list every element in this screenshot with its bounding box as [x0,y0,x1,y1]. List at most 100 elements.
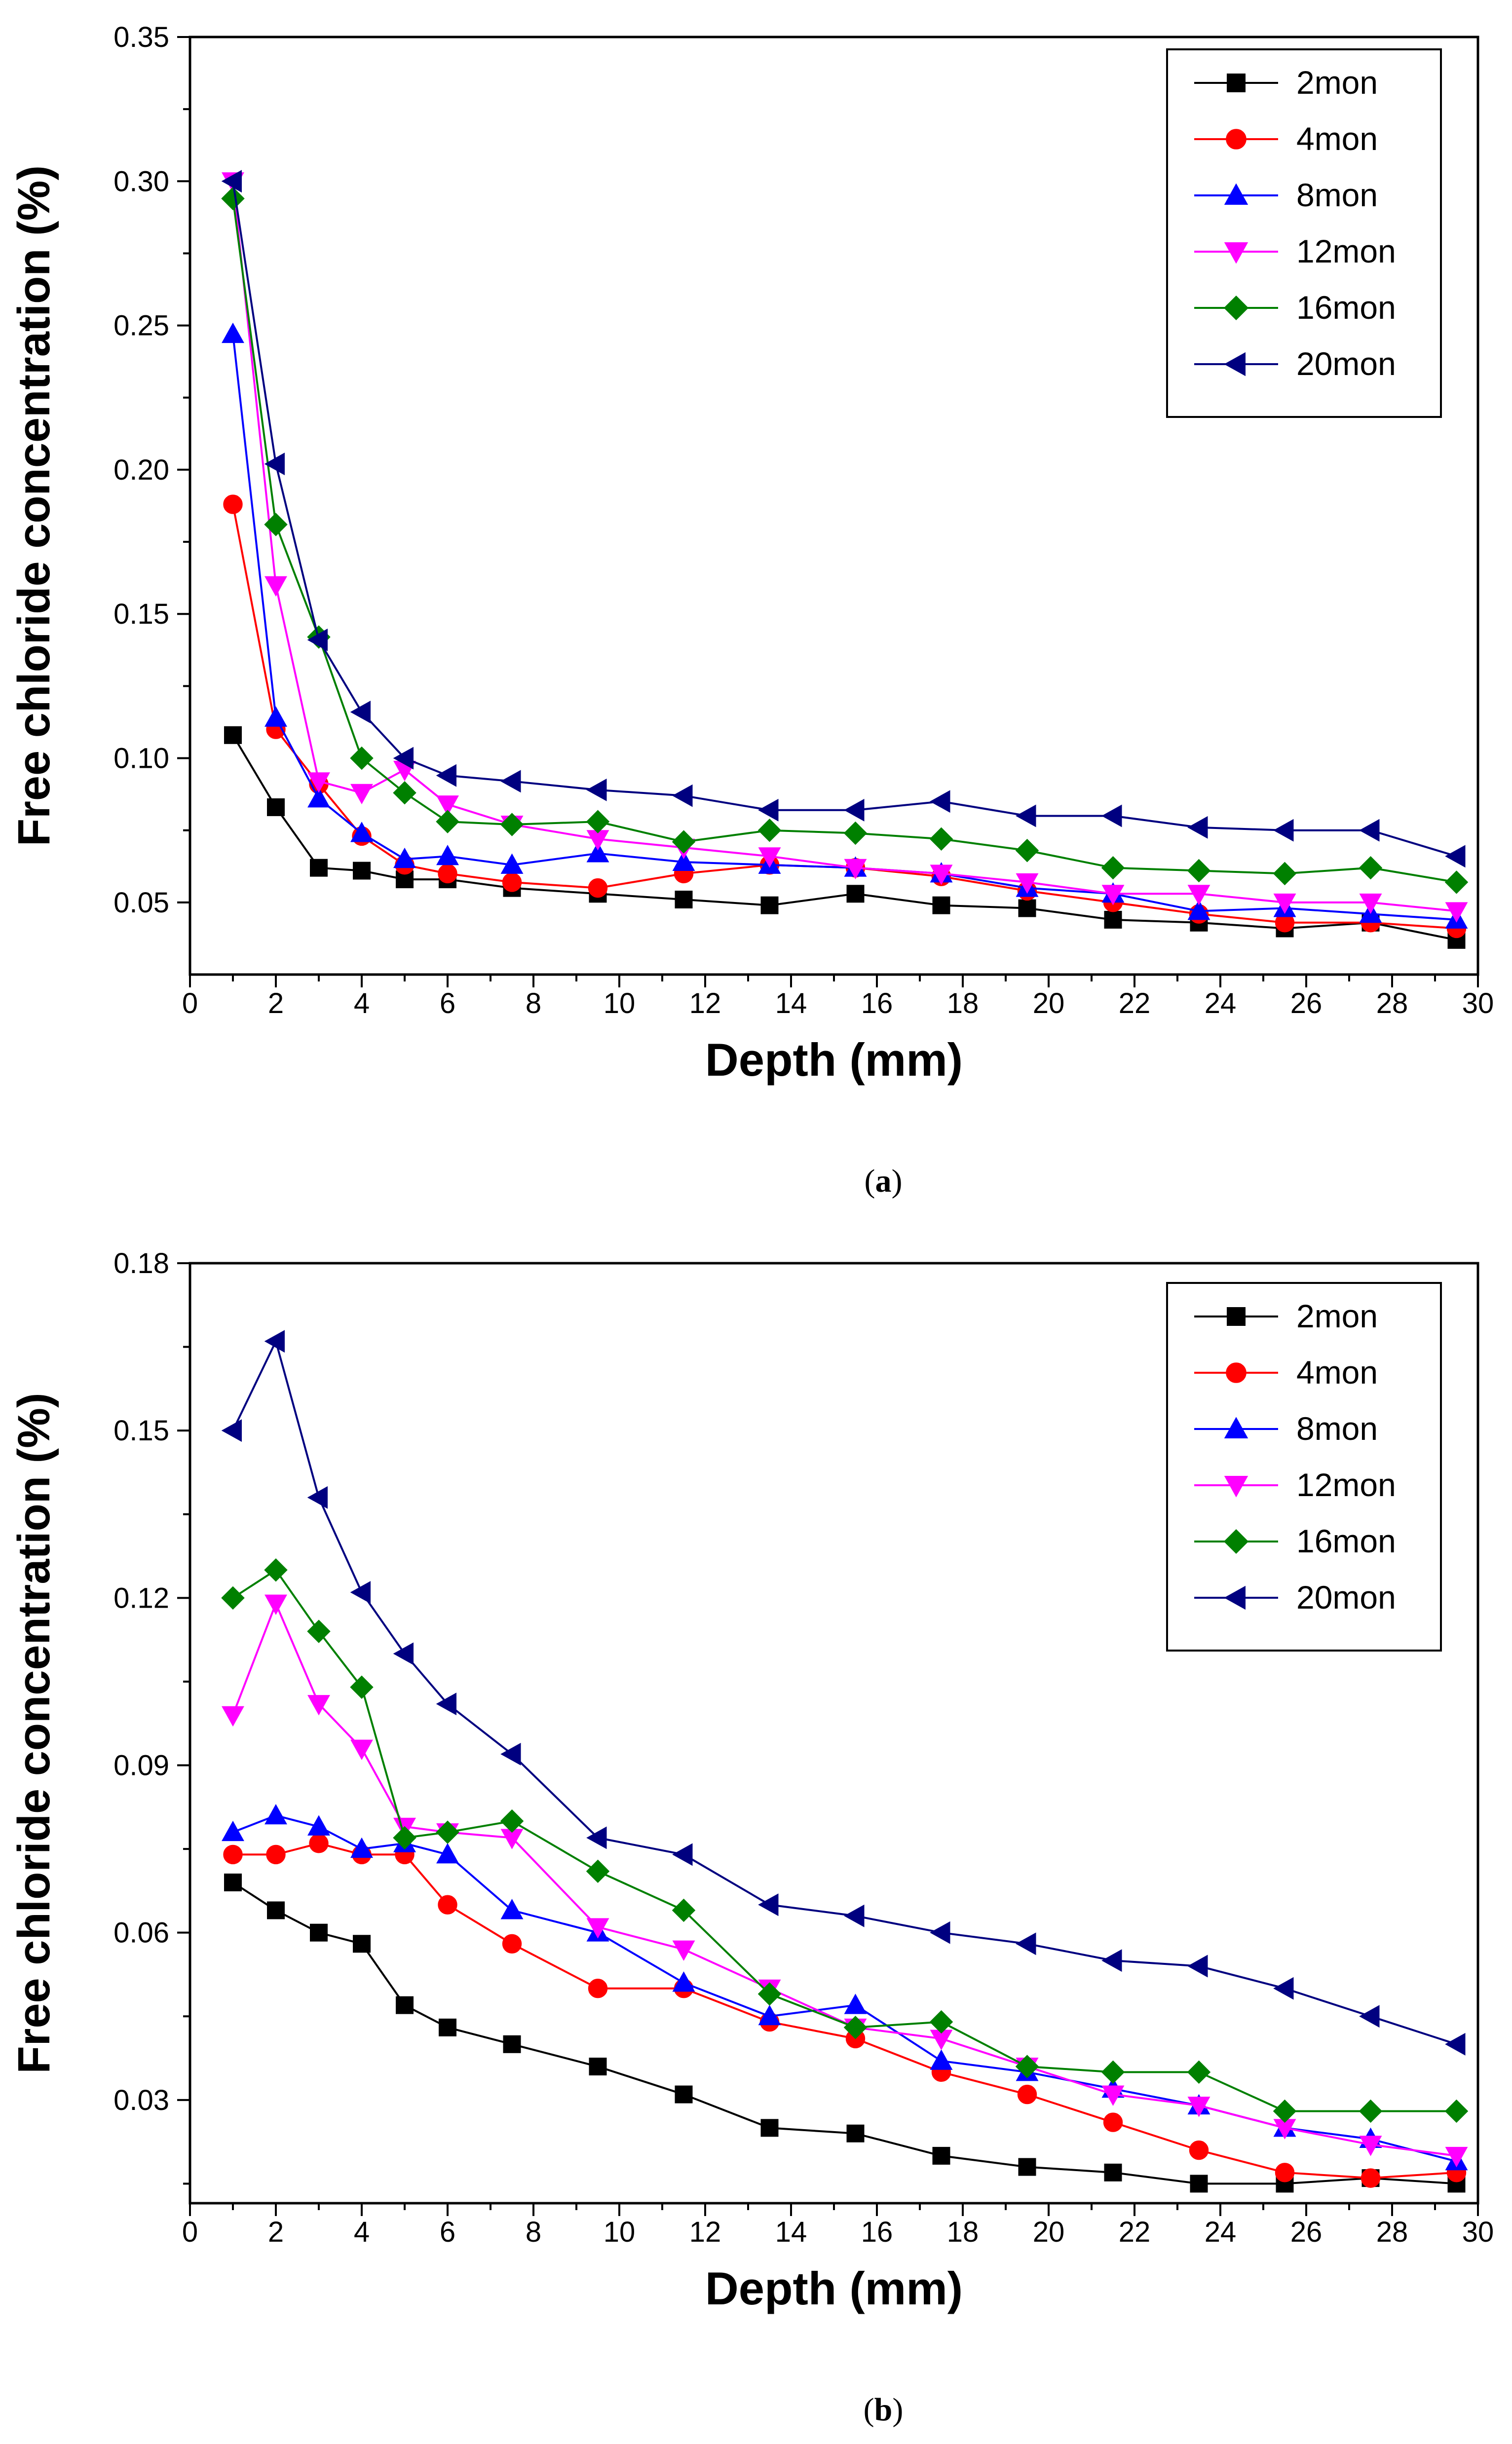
series-line [232,1601,1457,2157]
data-point [846,885,865,903]
data-point [500,770,521,793]
legend-box [1166,1282,1442,1652]
data-point [1187,1955,1208,1978]
data-point [1359,856,1383,880]
data-point [760,896,779,914]
x-tick-label: 12 [689,987,721,1019]
data-point [1187,2097,1210,2117]
legend-marker [1224,1417,1248,1438]
data-point [843,821,868,845]
data-point [586,1859,610,1883]
data-point [1273,2099,1297,2123]
data-point [1104,910,1122,929]
data-point [350,701,371,723]
x-tick-label: 16 [861,2216,893,2248]
y-axis-title: Free chloride concentration (%) [9,1392,59,2073]
data-point [350,1675,374,1699]
data-point [1359,2005,1380,2028]
data-point [846,2124,865,2143]
data-point [502,872,522,892]
legend-marker [1227,74,1246,92]
legend: 2mon 4mon 8mon 12mon 16mon 20mon [1166,48,1442,418]
data-point [930,2049,953,2070]
data-point [672,784,693,807]
data-point [588,1979,608,1998]
data-point [436,795,459,816]
data-point [675,891,693,908]
data-point [844,1904,865,1927]
chart-panel-b: 0 2 4 6 8 10 12 14 16 18 20 22 24 26 28 300.030.060.090… [9,1247,1494,2428]
panel-caption: (a) [865,1163,903,1199]
data-point [353,1935,371,1953]
data-point [672,830,696,854]
data-point [1015,838,1039,863]
y-tick-label: 0.15 [113,1415,169,1447]
data-point [589,2058,607,2076]
data-point [1101,804,1122,827]
data-point [1190,2175,1208,2193]
data-point [672,850,695,871]
legend-label: 16mon [1296,1523,1396,1559]
data-point [1361,2168,1381,2188]
data-point [1017,2084,1037,2105]
x-tick-label: 30 [1462,2216,1494,2248]
data-point [1445,2032,1466,2056]
x-tick-label: 4 [354,2216,370,2248]
legend-marker [1227,1307,1246,1326]
data-point [222,322,244,343]
x-tick-label: 4 [354,987,370,1019]
data-point [438,1895,457,1915]
legend-label: 4mon [1296,120,1378,157]
x-tick-label: 0 [182,987,198,1019]
data-point [500,1809,524,1833]
data-point [672,1971,695,1992]
legend-marker [1224,352,1246,376]
data-point [1189,2140,1209,2160]
data-point [265,706,287,727]
data-point [1445,902,1468,923]
data-point [672,1940,695,1961]
data-point [350,784,373,805]
x-tick-label: 16 [861,987,893,1019]
data-point [307,1486,328,1509]
data-point [307,1619,331,1643]
data-point [844,798,865,822]
x-tick-label: 10 [604,2216,636,2248]
data-point [1101,2085,1125,2106]
x-tick-label: 8 [526,987,541,1019]
data-point [264,1558,288,1582]
data-point [1187,859,1211,883]
data-point [843,2016,868,2039]
data-point [1187,900,1210,920]
data-point [307,1695,330,1716]
data-point [1359,819,1380,842]
series-line [232,504,1457,930]
data-point [586,778,607,801]
data-point [310,1923,328,1942]
data-point [309,1834,329,1853]
data-point [1018,2158,1036,2176]
legend-label: 12mon [1296,1466,1396,1503]
data-point [439,2018,456,2036]
data-point [436,1820,459,1844]
data-point [1016,1932,1036,1955]
data-point [224,1873,242,1891]
x-tick-label: 10 [604,987,636,1019]
data-point [930,1921,950,1944]
data-point [588,878,608,898]
x-tick-label: 6 [440,2216,455,2248]
data-point [1273,862,1297,886]
y-tick-label: 0.18 [113,1247,169,1279]
data-point [222,1820,244,1842]
series-2mon [224,1873,1466,2193]
data-point [758,847,781,868]
y-tick-label: 0.20 [113,454,169,486]
data-point [1273,1977,1294,2000]
data-point [757,1982,782,2006]
data-point [1018,899,1036,917]
legend-marker [1223,295,1249,321]
data-point [1273,819,1294,842]
legend-label: 16mon [1296,289,1396,326]
data-point [586,842,609,863]
panel-caption: (b) [864,2392,904,2428]
